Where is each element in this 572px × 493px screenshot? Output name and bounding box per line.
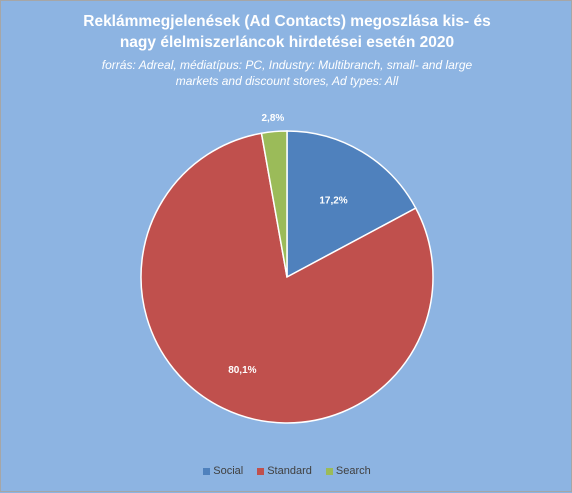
- legend-label-social: Social: [213, 465, 244, 477]
- chart-subtitle-line-1: forrás: Adreal, médiatípus: PC, Industry…: [101, 58, 473, 72]
- chart-subtitle-line-2: markets and discount stores, Ad types: A…: [175, 74, 399, 88]
- legend-label-search: Search: [335, 465, 371, 477]
- data-label-standard: 80,1%: [228, 365, 256, 376]
- legend-swatch-social: [203, 467, 211, 475]
- chart-subtitle: forrás: Adreal, médiatípus: PC, Industry…: [21, 57, 553, 89]
- chart-title-line-2: nagy élelmiszerláncok hirdetései esetén …: [119, 34, 455, 51]
- chart-title-line-1: Reklámmegjelenések (Ad Contacts) megoszl…: [83, 13, 491, 30]
- legend: Social Standard Search: [1, 465, 572, 477]
- chart-title: Reklámmegjelenések (Ad Contacts) megoszl…: [1, 11, 572, 53]
- legend-item-social: Social: [203, 465, 243, 477]
- pie-slice-standard: [140, 132, 434, 424]
- legend-item-search: Search: [325, 465, 371, 477]
- data-label-search: 2,8%: [262, 113, 285, 124]
- legend-label-standard: Standard: [267, 465, 312, 477]
- pie-slice-social: [286, 130, 417, 279]
- legend-swatch-search: [325, 467, 333, 475]
- data-label-social: 17,2%: [319, 195, 347, 206]
- pie-slice-search: [260, 130, 288, 278]
- legend-item-standard: Standard: [257, 465, 312, 477]
- legend-swatch-standard: [257, 467, 265, 475]
